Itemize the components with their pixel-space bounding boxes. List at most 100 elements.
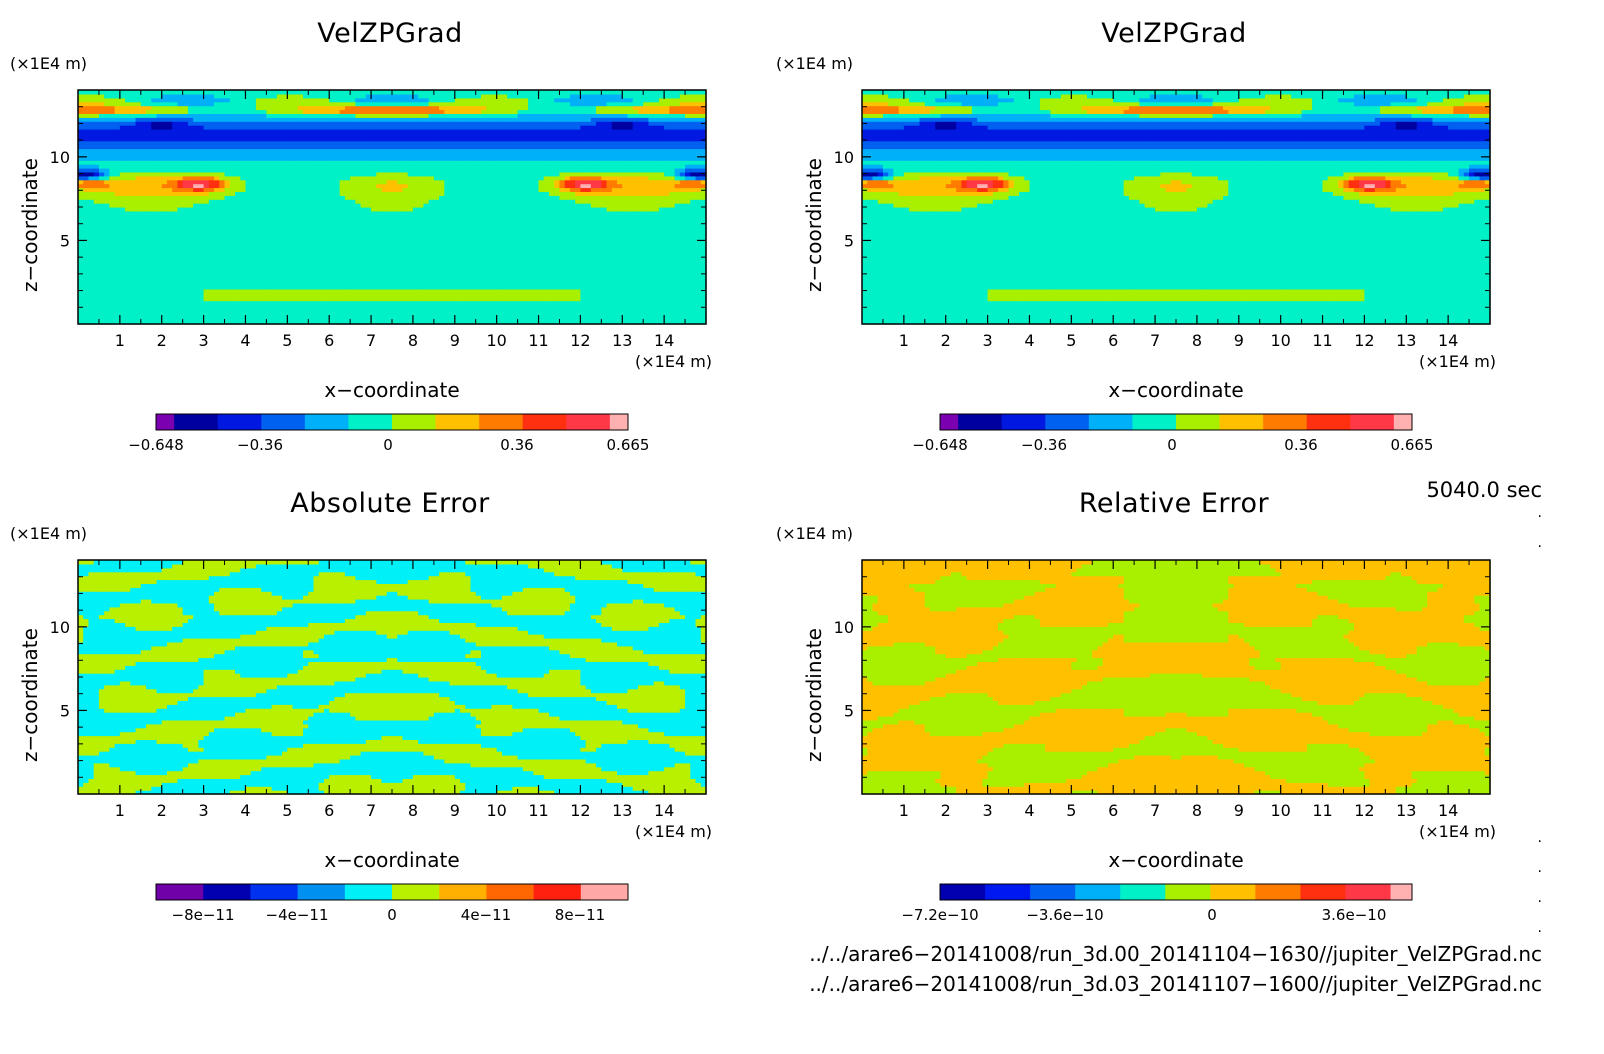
- heatmap-cell: [402, 230, 409, 235]
- heatmap-cell: [266, 129, 273, 134]
- heatmap-cell: [282, 226, 288, 231]
- heatmap-cell: [156, 207, 163, 212]
- heatmap-cell: [323, 195, 330, 200]
- heatmap-cell: [428, 187, 435, 192]
- heatmap-cell: [187, 320, 194, 325]
- heatmap-cell: [282, 269, 288, 274]
- heatmap-cell: [114, 187, 121, 192]
- heatmap-cell: [480, 316, 487, 321]
- heatmap-cell: [235, 210, 241, 216]
- heatmap-cell: [303, 316, 309, 321]
- heatmap-cell: [203, 281, 210, 286]
- heatmap-cell: [402, 160, 409, 165]
- heatmap-cell: [140, 175, 147, 181]
- heatmap-cell: [350, 207, 356, 212]
- heatmap-cell: [355, 187, 362, 192]
- heatmap-cell: [229, 269, 236, 274]
- heatmap-cell: [208, 265, 215, 270]
- heatmap-cell: [360, 109, 367, 114]
- heatmap-cell: [475, 105, 482, 111]
- heatmap-cell: [329, 300, 336, 306]
- heatmap-cell: [125, 90, 131, 95]
- heatmap-cell: [423, 246, 430, 251]
- heatmap-cell: [156, 316, 163, 321]
- heatmap-cell: [386, 238, 393, 243]
- heatmap-cell: [130, 226, 137, 231]
- heatmap-cell: [166, 132, 173, 138]
- heatmap-cell: [313, 136, 320, 142]
- heatmap-cell: [491, 164, 498, 169]
- heatmap-cell: [439, 257, 445, 263]
- heatmap-cell: [156, 300, 163, 306]
- heatmap-cell: [125, 253, 131, 259]
- heatmap-cell: [287, 312, 294, 317]
- heatmap-cell: [119, 285, 126, 290]
- heatmap-cell: [344, 203, 351, 208]
- heatmap-cell: [350, 144, 356, 150]
- heatmap-cell: [449, 265, 456, 270]
- heatmap-cell: [250, 125, 257, 130]
- heatmap-cell: [313, 249, 320, 255]
- heatmap-cell: [303, 292, 309, 298]
- heatmap-cell: [344, 218, 351, 224]
- heatmap-cell: [224, 304, 231, 309]
- heatmap-cell: [339, 277, 346, 282]
- heatmap-cell: [439, 261, 445, 267]
- heatmap-cell: [151, 207, 158, 212]
- heatmap-cell: [172, 191, 179, 196]
- heatmap-cell: [177, 285, 184, 290]
- heatmap-cell: [339, 253, 346, 259]
- heatmap-cell: [507, 246, 513, 251]
- heatmap-cell: [114, 308, 121, 313]
- heatmap-cell: [161, 273, 168, 278]
- heatmap-cell: [88, 199, 95, 204]
- heatmap-cell: [412, 242, 419, 247]
- heatmap-cell: [350, 257, 356, 263]
- heatmap-cell: [187, 304, 194, 309]
- heatmap-cell: [177, 269, 184, 274]
- heatmap-cell: [433, 222, 440, 228]
- heatmap-cell: [486, 242, 493, 247]
- heatmap-cell: [475, 238, 482, 243]
- heatmap-cell: [402, 292, 409, 298]
- heatmap-cell: [146, 164, 152, 169]
- heatmap-cell: [407, 109, 414, 114]
- heatmap-cell: [444, 288, 451, 294]
- heatmap-cell: [491, 296, 498, 302]
- heatmap-cell: [83, 257, 90, 263]
- heatmap-cell: [449, 312, 456, 317]
- heatmap-cell: [88, 257, 95, 263]
- heatmap-cell: [135, 156, 142, 161]
- heatmap-cell: [261, 152, 267, 157]
- heatmap-cell: [460, 214, 466, 220]
- heatmap-cell: [507, 125, 513, 130]
- heatmap-cell: [313, 281, 320, 286]
- heatmap-cell: [313, 160, 320, 165]
- heatmap-cell: [433, 160, 440, 165]
- heatmap-cell: [130, 113, 137, 118]
- heatmap-cell: [486, 320, 493, 325]
- heatmap-cell: [292, 105, 299, 111]
- heatmap-cell: [334, 242, 341, 247]
- heatmap-cell: [214, 175, 220, 181]
- heatmap-cell: [214, 316, 220, 321]
- heatmap-cell: [496, 203, 503, 208]
- heatmap-cell: [187, 296, 194, 302]
- heatmap-cell: [454, 249, 461, 255]
- heatmap-cell: [88, 296, 95, 302]
- heatmap-cell: [287, 253, 294, 259]
- heatmap-cell: [444, 281, 451, 286]
- heatmap-cell: [381, 214, 388, 220]
- heatmap-cell: [454, 312, 461, 317]
- heatmap-cell: [423, 93, 430, 99]
- heatmap-cell: [214, 214, 220, 220]
- heatmap-cell: [313, 121, 320, 126]
- heatmap-cell: [282, 164, 288, 169]
- heatmap-cell: [119, 125, 126, 130]
- heatmap-cell: [392, 179, 398, 185]
- heatmap-cell: [287, 109, 294, 114]
- heatmap-cell: [214, 285, 220, 290]
- heatmap-cell: [470, 234, 477, 239]
- heatmap-cell: [88, 101, 95, 107]
- heatmap-cell: [454, 300, 461, 306]
